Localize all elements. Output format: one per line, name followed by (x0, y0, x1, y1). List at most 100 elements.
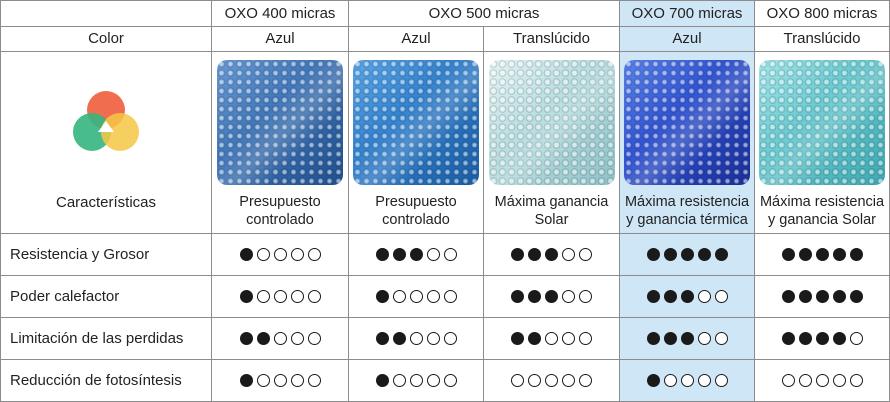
product-caption: Máxima ganancia Solar (494, 194, 609, 228)
rating-dot-filled (392, 248, 406, 262)
rating-row: Resistencia y Grosor (0, 233, 890, 276)
rating-dots (509, 246, 594, 264)
rating-dot-empty (290, 374, 304, 388)
rating-dots (780, 330, 865, 348)
rating-dot-empty (798, 374, 812, 388)
rating-cell (754, 359, 890, 402)
rating-dot-empty (256, 374, 270, 388)
cover-swatch-image (759, 60, 885, 185)
rating-dot-empty (273, 332, 287, 346)
rating-dot-empty (256, 290, 270, 304)
color-row-label: Color (0, 26, 212, 52)
product-caption: Presupuesto controlado (239, 194, 321, 228)
product-caption: Máxima resistencia y ganancia Solar (759, 194, 885, 228)
rating-dots (509, 372, 594, 390)
rating-dot-empty (511, 374, 524, 388)
rating-row-label: Poder calefactor (0, 275, 212, 318)
rating-dot-empty (697, 290, 711, 304)
rating-dot-filled (646, 332, 660, 346)
rating-row: Poder calefactor (0, 275, 890, 318)
rating-cell (211, 359, 349, 402)
rating-cell (348, 233, 484, 276)
rating-dot-empty (426, 332, 440, 346)
product-cell-0: Presupuesto controlado (211, 51, 349, 234)
rating-cell (754, 233, 890, 276)
rating-dot-filled (511, 332, 524, 346)
rating-dot-filled (697, 248, 711, 262)
rating-dots (374, 288, 459, 306)
rating-dot-empty (273, 248, 287, 262)
color-value-4: Translúcido (754, 26, 890, 52)
rating-dot-filled (663, 290, 677, 304)
rating-cell (348, 317, 484, 360)
product-cell-3: Máxima resistencia y ganancia térmica (619, 51, 755, 234)
rating-dot-empty (562, 374, 575, 388)
rating-dot-filled (832, 290, 846, 304)
rating-dot-filled (375, 248, 389, 262)
rating-cell (619, 317, 755, 360)
rating-dot-empty (545, 332, 558, 346)
rating-dot-empty (832, 374, 846, 388)
rating-dots (238, 330, 323, 348)
rating-dot-empty (714, 374, 728, 388)
rating-dot-empty (409, 290, 423, 304)
rating-dot-filled (511, 248, 524, 262)
rating-dot-filled (849, 248, 863, 262)
rating-dot-empty (714, 332, 728, 346)
header-oxo-700: OXO 700 micras (619, 0, 755, 27)
rating-cell (619, 275, 755, 318)
rating-dot-filled (256, 332, 270, 346)
rating-dot-filled (798, 290, 812, 304)
rating-dot-empty (579, 290, 592, 304)
rating-dot-filled (714, 248, 728, 262)
rating-dot-empty (443, 290, 457, 304)
rating-cell (483, 233, 620, 276)
rating-dot-empty (528, 374, 541, 388)
rating-dots (780, 288, 865, 306)
rating-dots (374, 372, 459, 390)
cover-swatch-image (488, 60, 615, 185)
color-row: Color Azul Azul Translúcido Azul Translú… (0, 26, 890, 52)
rating-dot-filled (239, 332, 253, 346)
rating-dot-empty (714, 290, 728, 304)
rating-dot-empty (443, 332, 457, 346)
rating-dots (374, 246, 459, 264)
rating-dot-filled (409, 248, 423, 262)
rating-dot-filled (528, 332, 541, 346)
rating-dot-empty (307, 374, 321, 388)
rating-dot-empty (562, 332, 575, 346)
rating-dot-empty (562, 290, 575, 304)
cover-swatch-image (217, 60, 343, 185)
characteristics-label-cell: Características (0, 51, 212, 234)
rating-row: Reducción de fotosíntesis (0, 359, 890, 402)
rating-row-label: Limitación de las perdidas (0, 317, 212, 360)
rating-dot-empty (273, 290, 287, 304)
rating-dot-empty (545, 374, 558, 388)
rating-dot-filled (528, 290, 541, 304)
rating-dot-filled (663, 248, 677, 262)
characteristics-row: Características Presupuesto controlado P… (0, 51, 890, 234)
rating-cell (483, 317, 620, 360)
rating-cell (348, 359, 484, 402)
rating-dot-empty (392, 374, 406, 388)
rating-dot-filled (646, 290, 660, 304)
rating-cell (619, 359, 755, 402)
product-header-row: OXO 400 micras OXO 500 micras OXO 700 mi… (0, 0, 890, 27)
rating-dot-empty (426, 374, 440, 388)
rating-dot-empty (307, 248, 321, 262)
rating-dot-filled (375, 332, 389, 346)
rating-dot-filled (239, 248, 253, 262)
rating-dot-filled (375, 290, 389, 304)
rating-dot-filled (798, 248, 812, 262)
rating-dots (238, 246, 323, 264)
rating-cell (483, 275, 620, 318)
rating-cell (754, 275, 890, 318)
rating-dot-empty (579, 374, 592, 388)
rating-dots (780, 372, 865, 390)
rating-dot-filled (392, 332, 406, 346)
rating-dots (645, 288, 730, 306)
rating-dot-empty (815, 374, 829, 388)
rating-dot-empty (849, 374, 863, 388)
product-cell-1: Presupuesto controlado (348, 51, 484, 234)
